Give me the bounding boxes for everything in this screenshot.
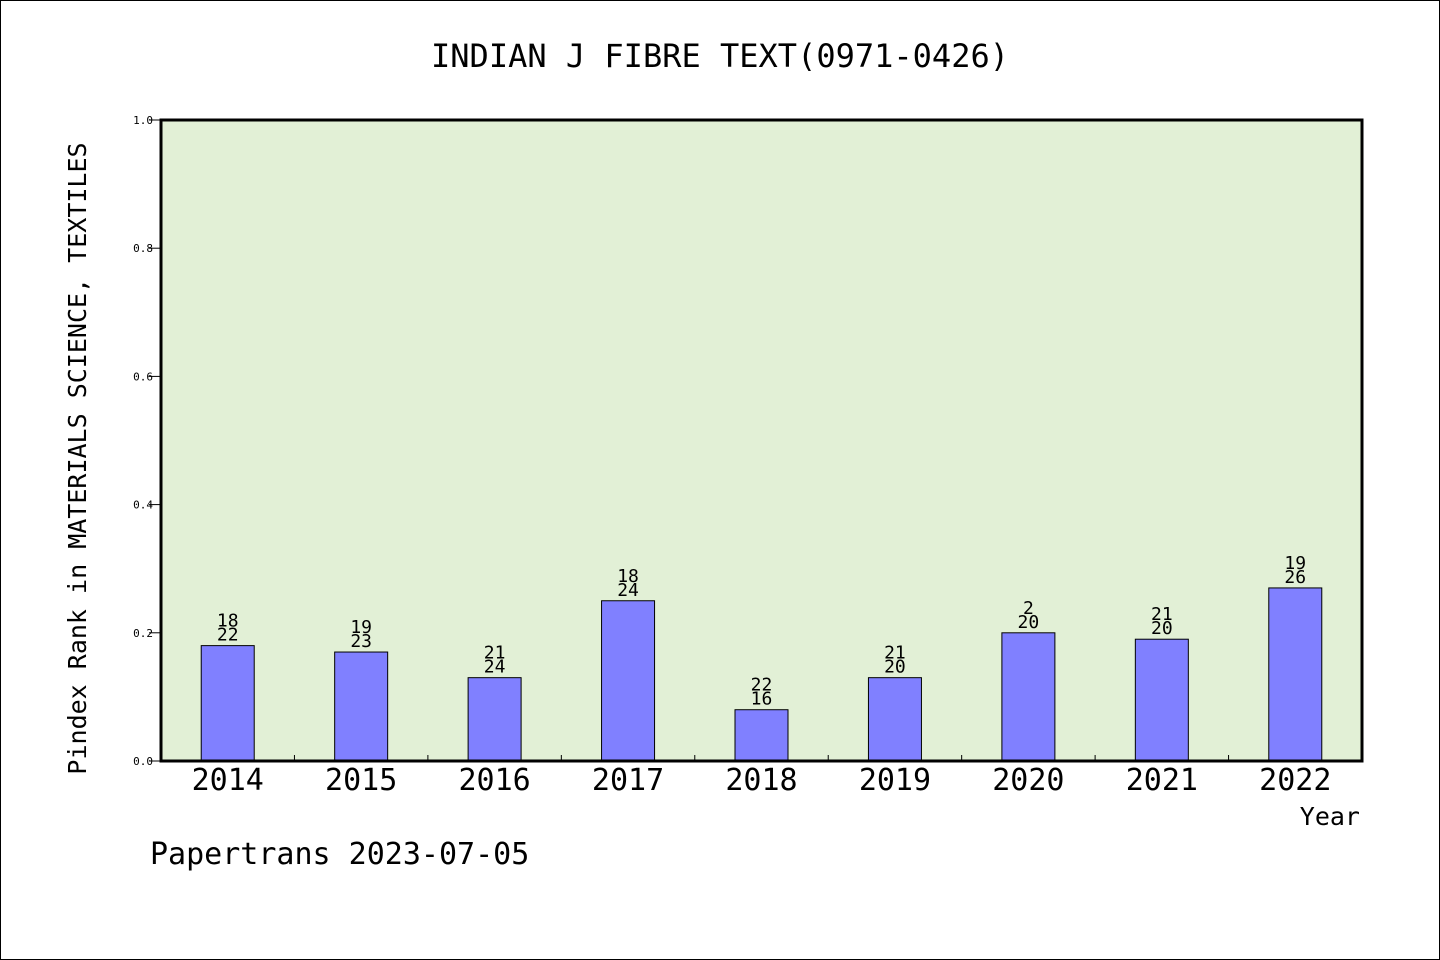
bar-label-bottom: 20	[884, 657, 906, 678]
y-tick-label: 1.0	[133, 114, 153, 127]
y-axis: 0.0 0.2 0.4 0.6 0.8 1.0	[133, 114, 161, 768]
bar-label-top: 19	[1284, 553, 1306, 574]
bar-2021	[1134, 638, 1189, 762]
y-axis-label: Pindex Rank in MATERIALS SCIENCE, TEXTIL…	[63, 142, 92, 774]
chart-title: INDIAN J FIBRE TEXT(0971-0426)	[431, 37, 1009, 75]
bar-2014	[200, 645, 255, 762]
x-tick-label: 2020	[992, 763, 1064, 798]
bar-label-top: 2	[1023, 598, 1034, 619]
x-axis: 2014 2015 2016 2017 2018 2019 2020 2021 2022	[192, 755, 1331, 798]
bar-2015	[334, 651, 389, 762]
bar-label-top: 21	[484, 643, 506, 664]
y-tick-label: 0.0	[133, 755, 153, 768]
y-tick-label: 0.8	[133, 242, 153, 255]
bar-2016	[467, 677, 522, 762]
bar-label-bottom: 16	[751, 689, 773, 710]
bar-label-bottom: 24	[484, 657, 506, 678]
bar-label-bottom: 20	[1151, 618, 1173, 639]
bar-label-bottom: 23	[350, 631, 372, 652]
y-tick-label: 0.6	[133, 370, 153, 383]
x-axis-label: Year	[1300, 802, 1360, 831]
bar-label-top: 19	[350, 617, 372, 638]
x-tick-label: 2018	[725, 763, 797, 798]
bar-label-top: 21	[1151, 604, 1173, 625]
x-tick-label: 2019	[859, 763, 931, 798]
x-tick-label: 2021	[1126, 763, 1198, 798]
bar-label-bottom: 26	[1284, 567, 1306, 588]
x-tick-label: 2015	[325, 763, 397, 798]
bar-2020	[1001, 632, 1056, 762]
bar-2018	[734, 709, 789, 762]
bar-label-top: 18	[617, 566, 639, 587]
bar-label-top: 18	[217, 611, 239, 632]
bar-label-bottom: 20	[1018, 612, 1040, 633]
y-tick-label: 0.4	[133, 499, 153, 512]
bar-2019	[867, 677, 922, 762]
x-tick-label: 2017	[592, 763, 664, 798]
bar-label-bottom: 24	[617, 580, 639, 601]
x-tick-label: 2022	[1259, 763, 1331, 798]
plot-frame	[159, 118, 1364, 763]
y-tick-label: 0.2	[133, 627, 153, 640]
bar-2022	[1268, 587, 1323, 762]
bars-layer	[200, 587, 1323, 762]
bar-label-top: 21	[884, 643, 906, 664]
bar-label-bottom: 22	[217, 625, 239, 646]
bar-2017	[601, 600, 656, 762]
bar-label-top: 22	[751, 675, 773, 696]
x-tick-label: 2016	[458, 763, 530, 798]
footer-source: Papertrans 2023-07-05	[150, 837, 529, 872]
x-tick-label: 2014	[192, 763, 264, 798]
